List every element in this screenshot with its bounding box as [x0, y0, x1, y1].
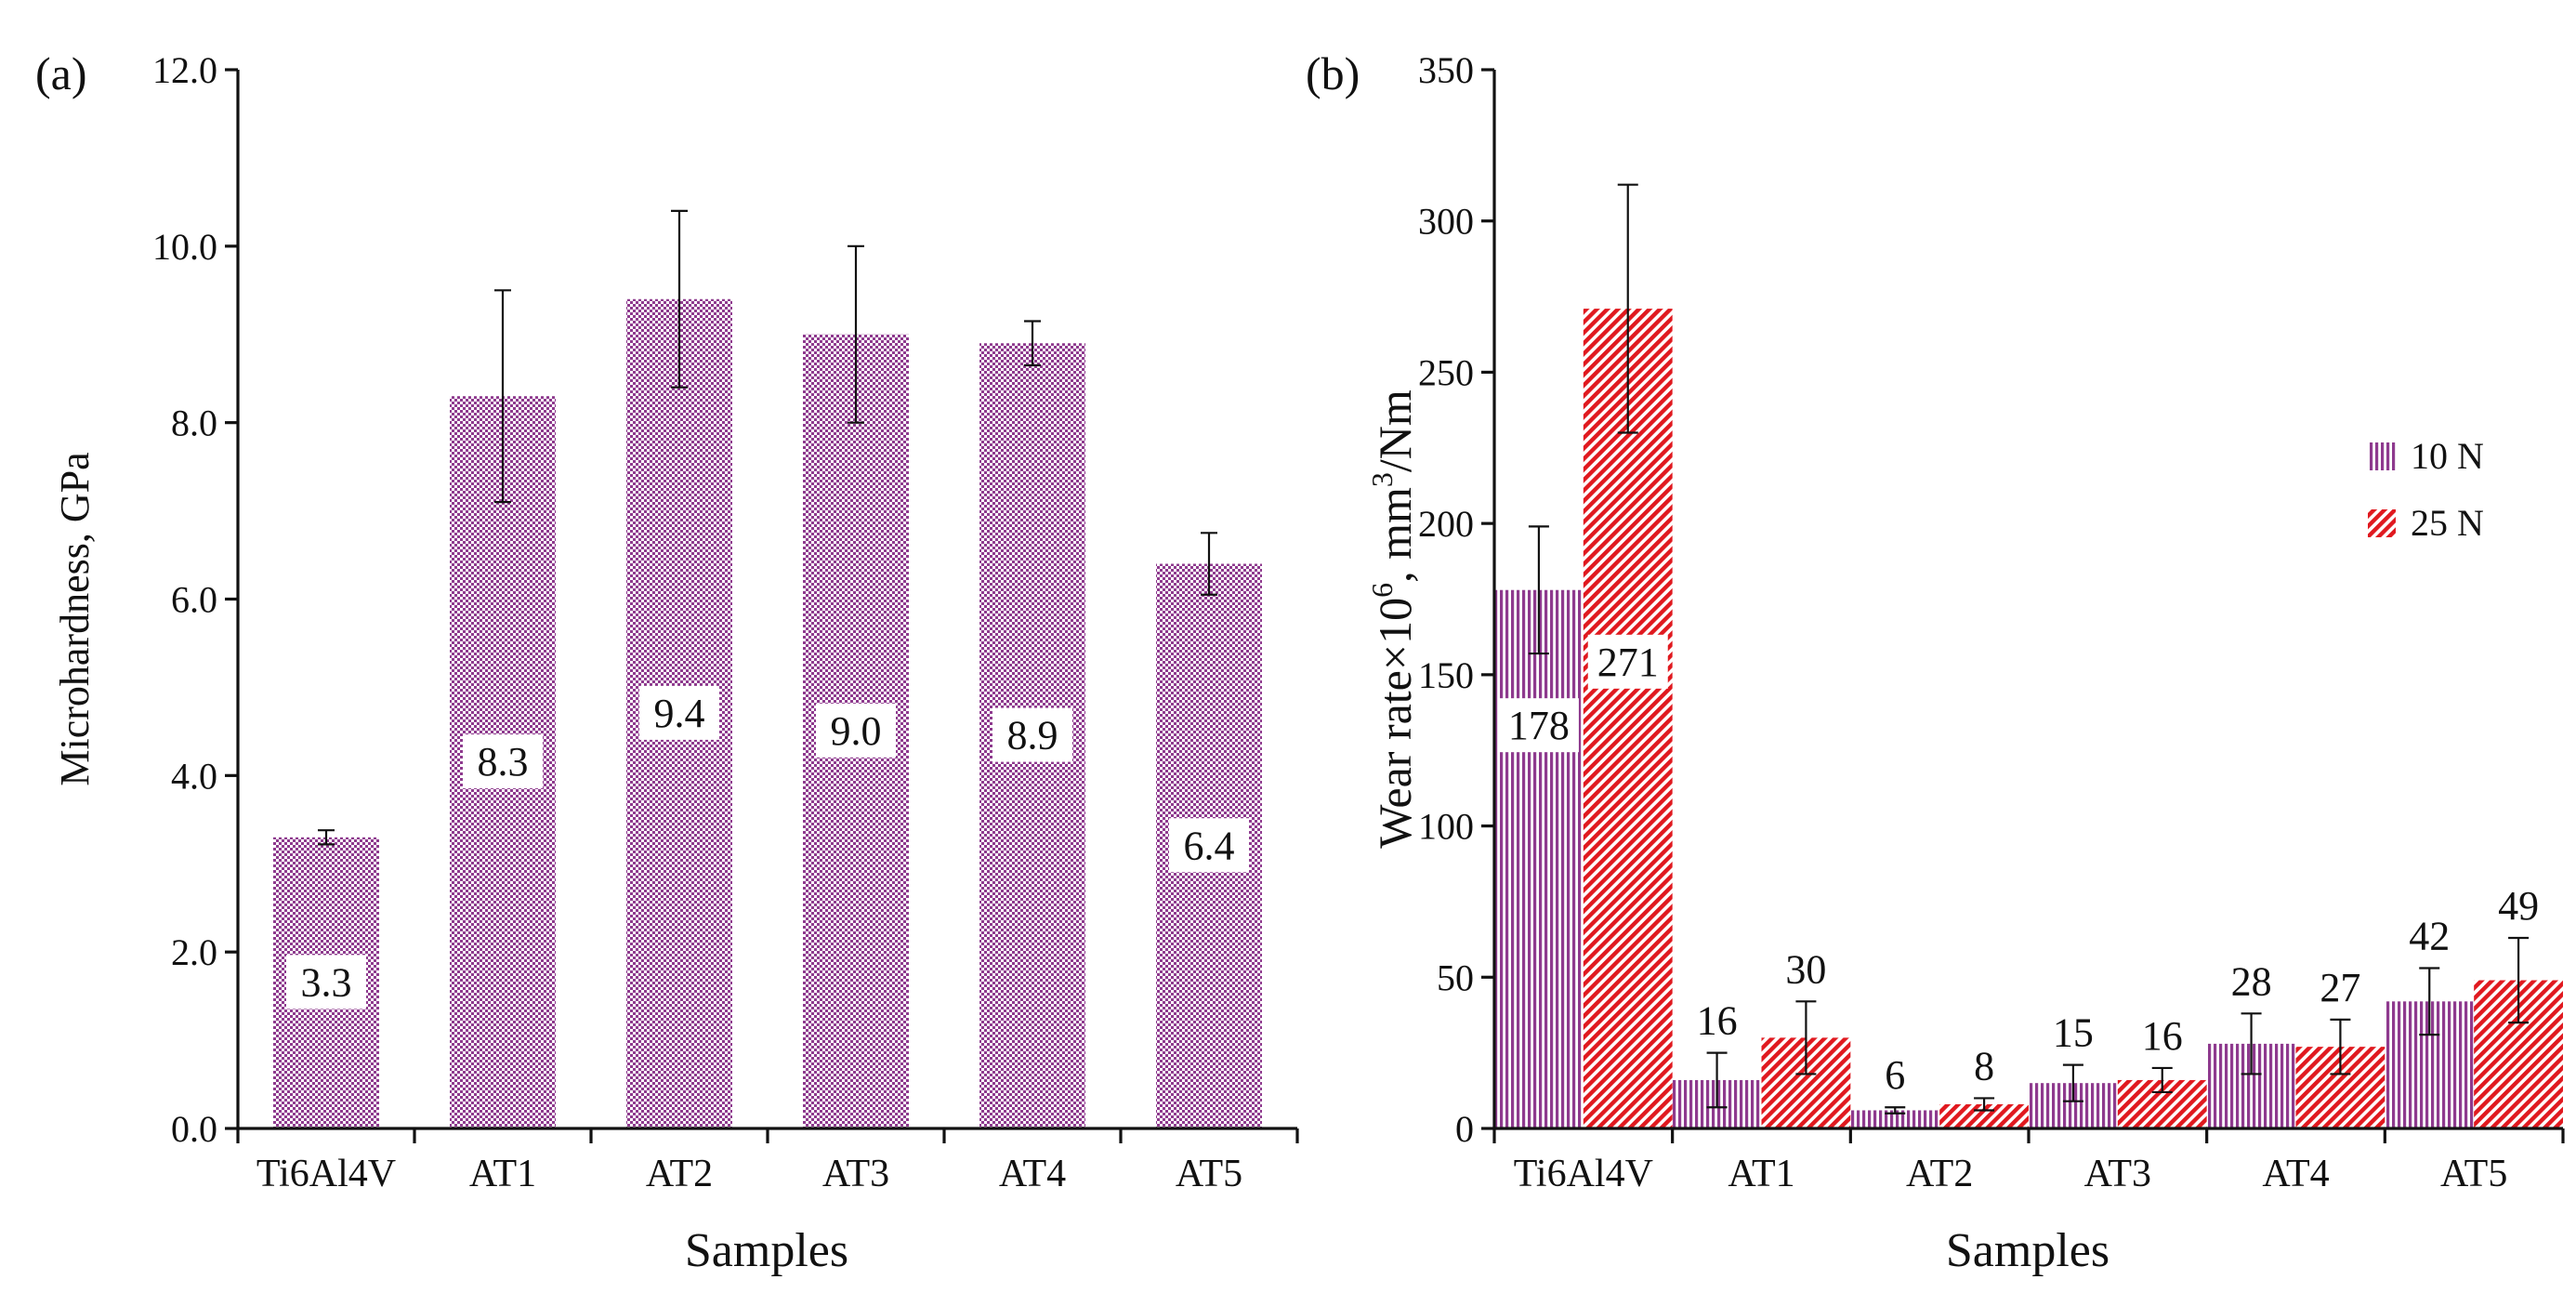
error-bar-AT3-Microhardness — [848, 244, 864, 424]
x-tick-label-AT4: AT4 — [999, 1153, 1066, 1195]
error-bar-AT2-25N — [1974, 1097, 1995, 1112]
data-label-Ti6Al4V-Microhardness: 3.3 — [301, 959, 352, 1005]
x-tick-label-AT3: AT3 — [822, 1153, 889, 1195]
y-tick-label: 2.0 — [171, 931, 217, 973]
panel-b-legend: 10 N 25 N — [2368, 435, 2484, 544]
error-bar-AT1-25N — [1795, 1000, 1817, 1075]
ylabel-part-1: Wear rate×10 — [1369, 598, 1421, 849]
y-tick-label: 200 — [1418, 503, 1474, 545]
x-tick-label-Ti6Al4V: Ti6Al4V — [256, 1153, 396, 1195]
data-label-AT1-Microhardness: 8.3 — [478, 739, 529, 785]
data-label-box — [816, 703, 896, 758]
data-label-AT1-25N: 30 — [1785, 946, 1826, 992]
x-tick-label-AT2: AT2 — [1906, 1153, 1973, 1195]
data-label-AT3-10N: 15 — [2053, 1010, 2094, 1056]
panel-a-y-axis-title: Microhardness, GPa — [52, 452, 98, 785]
data-label-box — [286, 955, 366, 1009]
panel-a-plot-area: 3.3 8.3 9.4 9.0 8.9 6.4 0.0 2.0 4.0 6.0 8.0 10.0 12.… — [152, 49, 1299, 1195]
data-label-box — [1169, 818, 1249, 873]
ylabel-sup-2: 3 — [1365, 472, 1399, 487]
data-label-AT5-10N: 42 — [2409, 914, 2450, 959]
y-tick-label: 10.0 — [152, 226, 217, 268]
panel-a-microhardness-chart: (a) 3.3 8.3 9.4 9.0 8.9 6.4 0.0 2.0 4.0 6.0 8.0 10.… — [35, 47, 1299, 1277]
data-label-Ti6Al4V-10N: 178 — [1508, 703, 1570, 748]
error-bar-AT5-10N — [2419, 967, 2440, 1036]
y-tick-label: 350 — [1418, 49, 1474, 91]
error-bar-Ti6Al4V-25N — [1617, 183, 1638, 434]
panel-a-label: (a) — [35, 47, 87, 99]
legend-swatch-25N — [2368, 509, 2396, 537]
error-bar-AT1-10N — [1706, 1051, 1728, 1109]
error-bar-AT2-Microhardness — [671, 209, 688, 389]
y-tick-label: 0 — [1455, 1108, 1474, 1150]
x-tick-label-AT2: AT2 — [646, 1153, 713, 1195]
data-label-box — [1498, 698, 1579, 753]
y-tick-label: 300 — [1418, 201, 1474, 243]
data-label-AT4-10N: 28 — [2231, 958, 2272, 1004]
bar-AT2-10N — [1850, 1110, 1940, 1128]
data-label-AT4-25N: 27 — [2320, 965, 2360, 1010]
panel-b-wear-rate-chart: (b) 178 16 6 15 28 42 271 30 8 16 27 49 0 50 100 150 200… — [1306, 47, 2565, 1277]
data-label-AT5-Microhardness: 6.4 — [1184, 823, 1235, 868]
data-label-AT4-Microhardness: 8.9 — [1007, 713, 1058, 759]
ylabel-part-2: , mm — [1369, 487, 1421, 583]
data-label-AT2-25N: 8 — [1974, 1043, 1994, 1088]
bar-Ti6Al4V-25N — [1583, 309, 1673, 1128]
data-label-AT2-Microhardness: 9.4 — [654, 691, 705, 736]
legend-label-10N: 10 N — [2411, 435, 2484, 477]
error-bar-Ti6Al4V-Microhardness — [318, 829, 335, 846]
error-bar-AT3-10N — [2062, 1063, 2083, 1102]
error-bar-AT5-25N — [2508, 936, 2530, 1024]
data-label-box — [463, 734, 543, 789]
data-label-box — [1587, 634, 1668, 689]
data-label-AT1-10N: 16 — [1697, 998, 1738, 1044]
panel-b-plot-area: 178 16 6 15 28 42 271 30 8 16 27 49 0 50 100 150 200 250 3… — [1418, 49, 2565, 1195]
data-label-box — [992, 707, 1072, 762]
panel-a-x-axis-title: Samples — [685, 1224, 848, 1277]
error-bar-Ti6Al4V-10N — [1528, 525, 1549, 655]
y-tick-label: 250 — [1418, 351, 1474, 393]
x-tick-label-Ti6Al4V: Ti6Al4V — [1514, 1153, 1653, 1195]
error-bar-AT1-Microhardness — [494, 289, 511, 504]
y-tick-label: 150 — [1418, 654, 1474, 696]
legend-swatch-10N — [2368, 442, 2396, 470]
data-label-AT5-25N: 49 — [2498, 883, 2539, 929]
panel-b-x-axis-title: Samples — [1946, 1224, 2109, 1277]
x-tick-label-AT5: AT5 — [1176, 1153, 1242, 1195]
y-tick-label: 4.0 — [171, 755, 217, 797]
error-bar-AT4-25N — [2330, 1018, 2351, 1075]
bar-Ti6Al4V-10N — [1494, 589, 1584, 1128]
ylabel-sup-1: 6 — [1365, 583, 1399, 598]
y-tick-label: 8.0 — [171, 402, 217, 444]
ylabel-part-3: /Nm — [1369, 389, 1421, 472]
panel-b-y-axis-title: Wear rate×106, mm3/Nm — [1365, 389, 1421, 849]
y-tick-label: 100 — [1418, 806, 1474, 848]
panel-b-label: (b) — [1306, 47, 1360, 99]
y-tick-label: 0.0 — [171, 1108, 217, 1150]
data-label-AT3-Microhardness: 9.0 — [831, 708, 882, 754]
error-bar-AT2-10N — [1885, 1106, 1906, 1115]
error-bar-AT4-Microhardness — [1024, 320, 1041, 367]
data-label-Ti6Al4V-25N: 271 — [1597, 640, 1659, 685]
x-tick-label-AT1: AT1 — [1728, 1153, 1794, 1195]
x-tick-label-AT1: AT1 — [469, 1153, 536, 1195]
x-tick-label-AT4: AT4 — [2262, 1153, 2329, 1195]
y-tick-label: 6.0 — [171, 579, 217, 621]
error-bar-AT4-10N — [2241, 1012, 2262, 1075]
legend-label-25N: 25 N — [2411, 502, 2484, 544]
y-tick-label: 50 — [1437, 956, 1474, 998]
x-tick-label-AT5: AT5 — [2440, 1153, 2507, 1195]
y-tick-label: 12.0 — [152, 49, 217, 91]
error-bar-AT3-25N — [2151, 1066, 2173, 1094]
data-label-AT2-10N: 6 — [1885, 1052, 1905, 1098]
error-bar-AT5-Microhardness — [1201, 532, 1217, 596]
x-tick-label-AT3: AT3 — [2084, 1153, 2151, 1195]
data-label-box — [639, 685, 719, 740]
data-label-AT3-25N: 16 — [2142, 1013, 2183, 1059]
